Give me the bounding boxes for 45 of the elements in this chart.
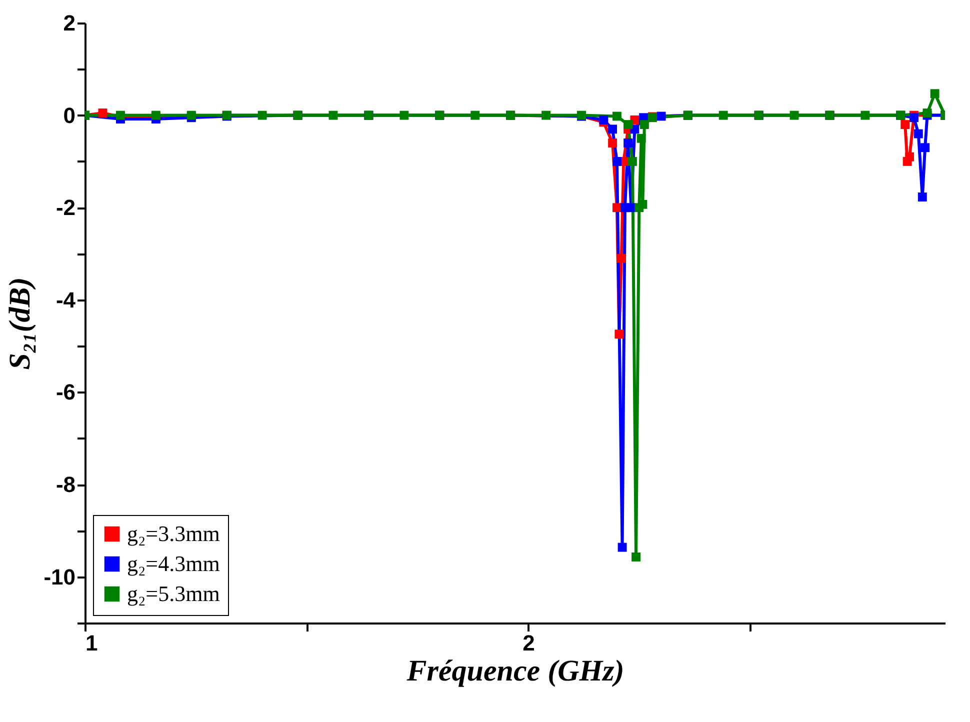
x-axis-title: Fréquence (GHz): [406, 654, 624, 688]
x-tick-label: 1: [86, 630, 98, 656]
point: [656, 112, 666, 121]
y-tick-label: 2: [63, 10, 76, 36]
point: [608, 138, 617, 148]
point: [909, 113, 918, 122]
point: [624, 138, 633, 148]
point: [599, 115, 608, 124]
point: [608, 124, 617, 134]
point: [614, 330, 624, 339]
point: [628, 156, 637, 166]
point: [258, 110, 267, 120]
y-tick-label: -2: [56, 195, 76, 220]
point: [612, 156, 622, 166]
point: [930, 89, 940, 98]
point: [718, 110, 728, 120]
y-tick-label: 0: [63, 102, 76, 128]
legend-label: g₂=3.3mm: [127, 521, 220, 546]
point: [542, 110, 551, 120]
point: [905, 152, 914, 162]
point: [640, 120, 649, 130]
point: [918, 192, 927, 202]
point: [922, 108, 932, 118]
legend-label: g₂=4.3mm: [127, 551, 220, 576]
point: [790, 110, 799, 120]
legend-label: g₂=5.3mm: [127, 581, 220, 606]
point: [98, 108, 108, 118]
point: [616, 254, 626, 263]
point: [632, 552, 640, 562]
point: [400, 110, 409, 120]
point: [328, 110, 338, 120]
point: [624, 120, 633, 130]
point: [900, 120, 910, 130]
point: [914, 129, 923, 138]
point: [636, 134, 646, 143]
y-tick-label: -4: [56, 287, 76, 312]
y-tick-label: -6: [56, 380, 76, 405]
point: [612, 112, 622, 121]
y-tick-label: -8: [56, 472, 76, 498]
point: [618, 542, 627, 552]
y-axis-title: S₂₁(dB): [4, 277, 37, 370]
y-tick-label: -10: [44, 564, 76, 590]
point: [920, 143, 930, 152]
point: [470, 110, 480, 120]
point: [860, 110, 870, 120]
